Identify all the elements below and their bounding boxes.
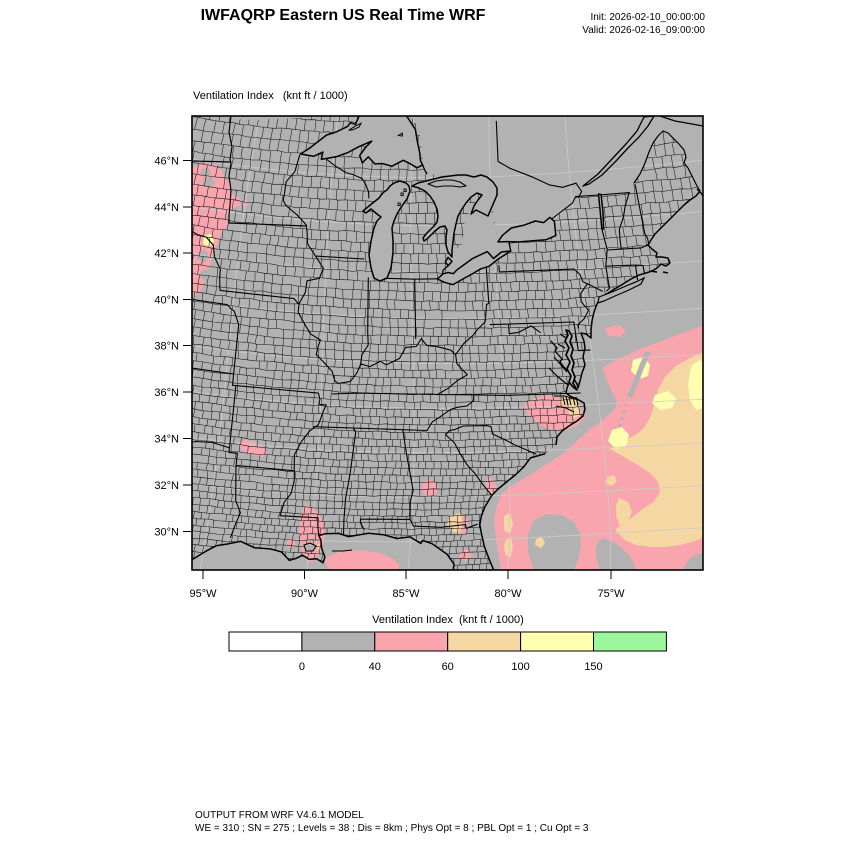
svg-text:36°N: 36°N [154, 387, 179, 399]
svg-text:95°W: 95°W [189, 588, 217, 600]
svg-text:34°N: 34°N [154, 434, 179, 446]
svg-text:40°N: 40°N [154, 295, 179, 307]
svg-text:46°N: 46°N [154, 156, 179, 168]
svg-text:0: 0 [299, 661, 305, 673]
svg-text:30°N: 30°N [154, 527, 179, 539]
svg-text:150: 150 [584, 661, 602, 673]
svg-text:38°N: 38°N [154, 341, 179, 353]
svg-text:75°W: 75°W [597, 588, 625, 600]
svg-text:44°N: 44°N [154, 202, 179, 214]
svg-text:100: 100 [511, 661, 529, 673]
svg-text:60: 60 [442, 661, 454, 673]
svg-text:90°W: 90°W [291, 588, 319, 600]
svg-text:40: 40 [369, 661, 381, 673]
svg-text:80°W: 80°W [494, 588, 522, 600]
svg-text:32°N: 32°N [154, 480, 179, 492]
svg-text:85°W: 85°W [392, 588, 420, 600]
svg-text:42°N: 42°N [154, 248, 179, 260]
